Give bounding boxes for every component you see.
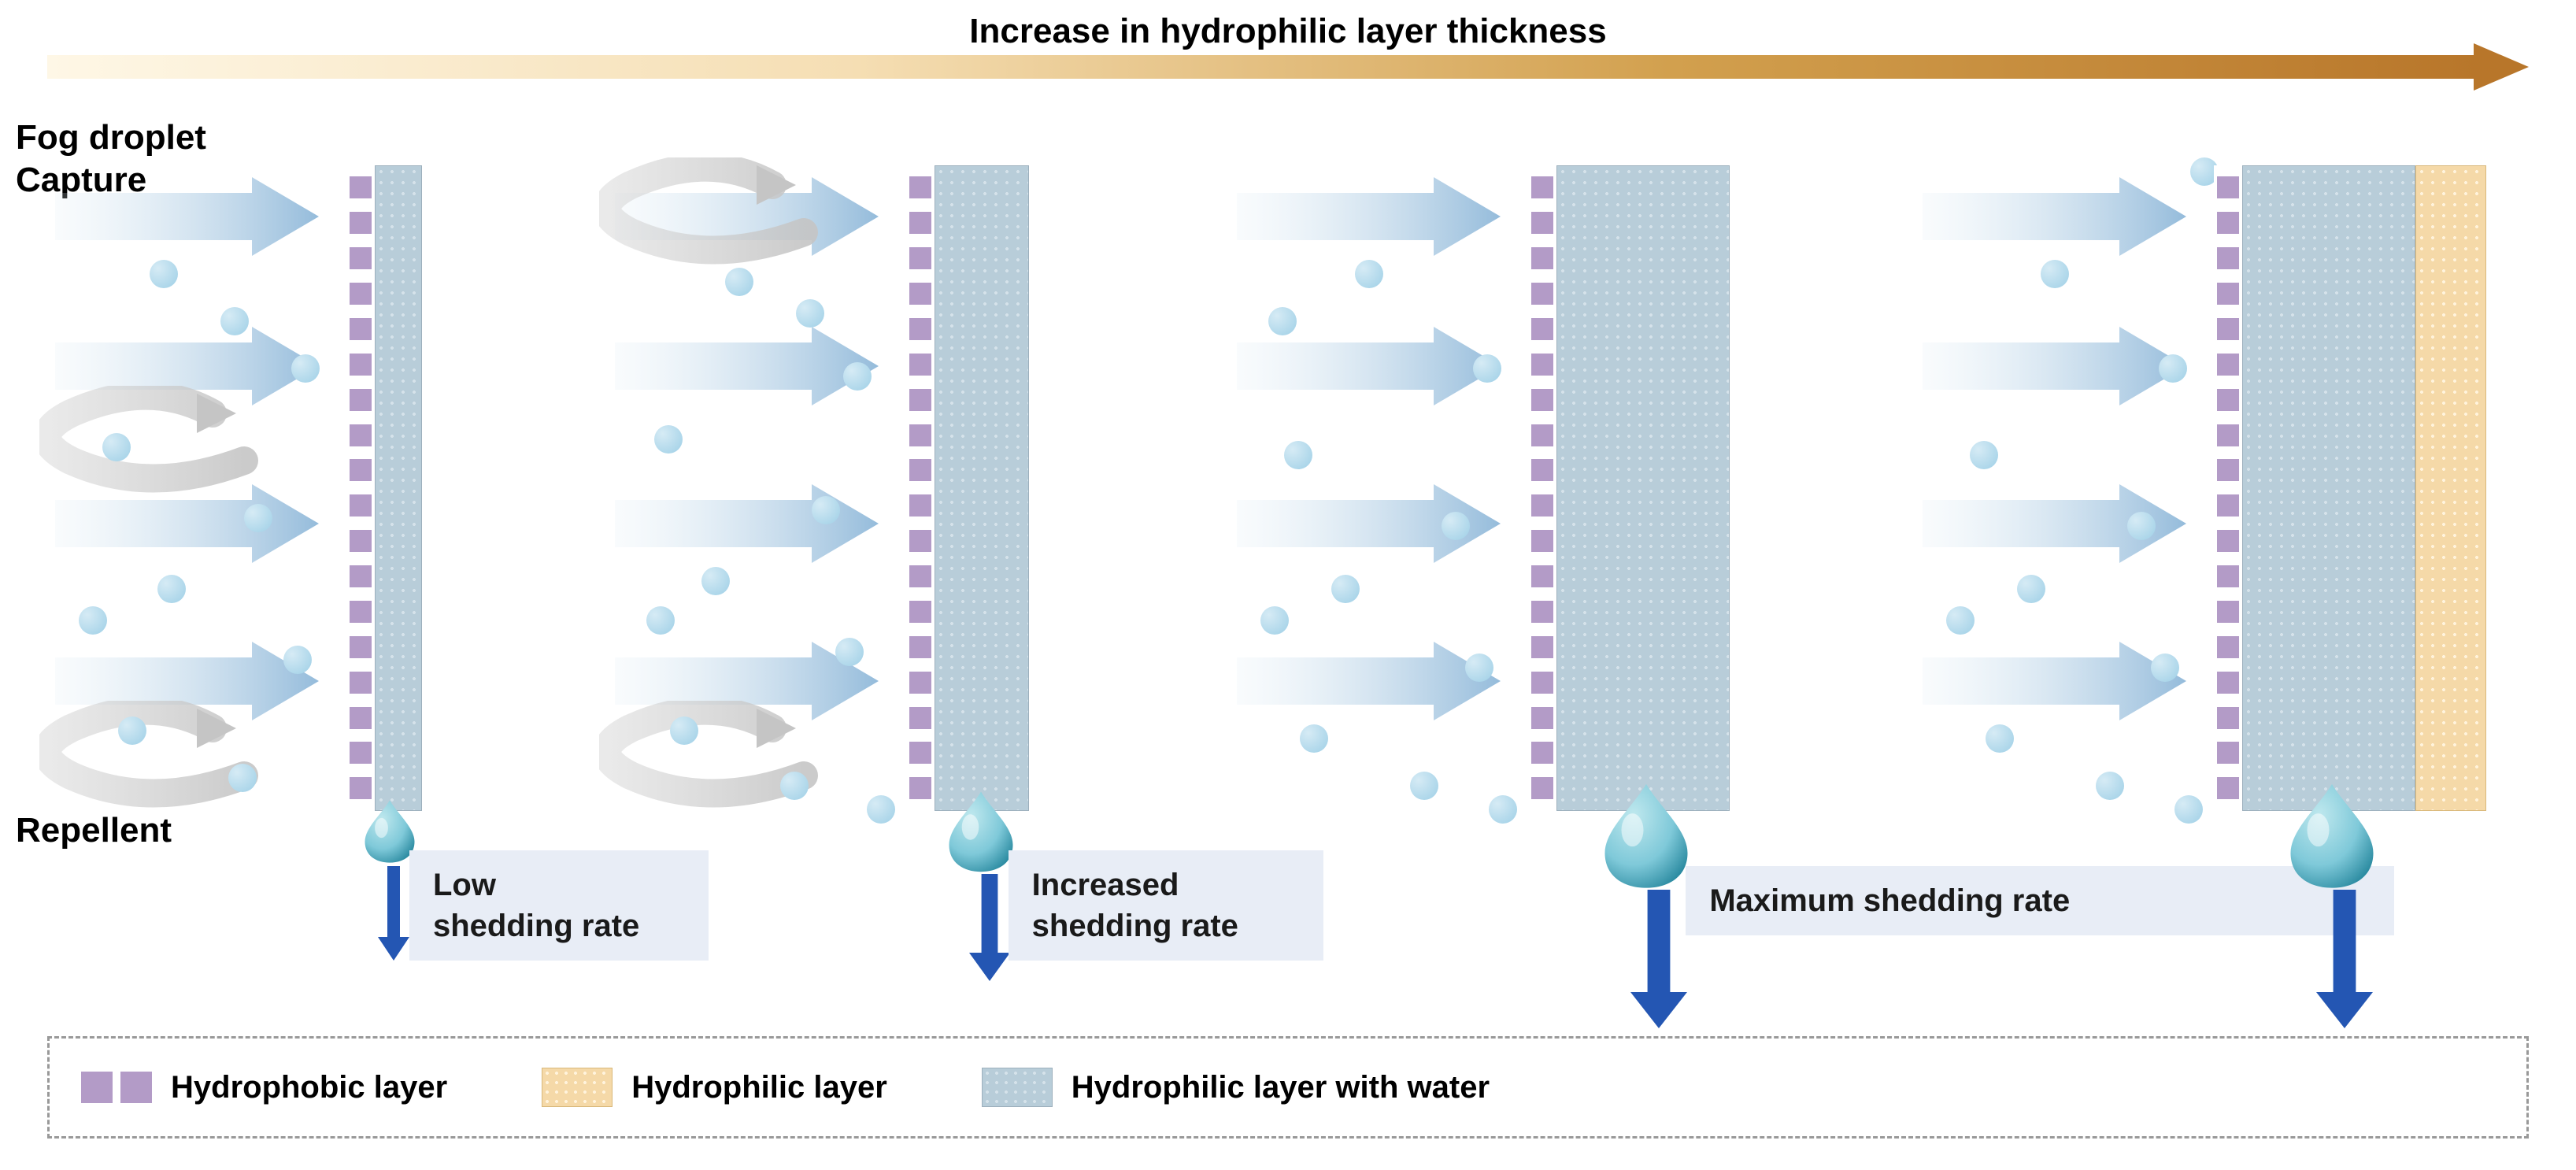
- shedding-rate-label: Increased shedding rate: [1009, 850, 1323, 961]
- shedding-arrow-icon: [378, 866, 409, 965]
- fog-droplet-icon: [2127, 512, 2156, 540]
- collected-drop-icon: [2285, 779, 2379, 890]
- fog-droplet-icon: [118, 716, 146, 745]
- thickness-arrow: Increase in hydrophilic layer thickness: [47, 16, 2529, 79]
- fog-droplet-icon: [2096, 772, 2124, 800]
- repellent-curl-icon: [599, 157, 820, 268]
- fog-droplet-icon: [1946, 606, 1975, 635]
- panel-4: [1915, 165, 2529, 811]
- fog-droplet-icon: [646, 606, 675, 635]
- fog-droplet-icon: [1300, 724, 1328, 753]
- flow-area: [47, 165, 346, 811]
- legend-box: Hydrophobic layer Hydrophilic layer Hydr…: [47, 1036, 2529, 1139]
- panel-1: Low shedding rate: [47, 165, 488, 811]
- repellent-curl-icon: [39, 386, 260, 496]
- legend-hydrophobic-text: Hydrophobic layer: [171, 1070, 447, 1105]
- hydrophilic-water-layer: [935, 165, 1029, 811]
- legend-water: Hydrophilic layer with water: [982, 1068, 1490, 1107]
- fog-droplet-icon: [1284, 441, 1312, 469]
- flow-area: [1915, 165, 2214, 811]
- hydrophobic-layer: [906, 165, 935, 811]
- water-swatch-icon: [982, 1068, 1053, 1107]
- layer-stack: [906, 165, 1029, 811]
- collected-drop-icon: [946, 787, 1016, 874]
- panel-3: Maximum shedding rate: [1229, 165, 1796, 811]
- fog-droplet-icon: [157, 575, 186, 603]
- fog-droplet-icon: [1331, 575, 1360, 603]
- flow-area: [607, 165, 906, 811]
- layer-stack: [1528, 165, 1730, 811]
- shedding-arrow-icon: [1630, 890, 1687, 1032]
- fog-droplet-icon: [2017, 575, 2045, 603]
- collected-drop-icon: [1599, 779, 1693, 890]
- hydrophobic-swatch-icon: [81, 1072, 152, 1103]
- fog-droplet-icon: [867, 795, 895, 824]
- flow-arrow-icon: [1237, 173, 1505, 260]
- panel-2: Increased shedding rate: [607, 165, 1111, 811]
- shedding-rate-label: Low shedding rate: [409, 850, 709, 961]
- gradient-arrowhead-icon: [2474, 43, 2529, 91]
- fog-droplet-icon: [1260, 606, 1289, 635]
- title-label: Increase in hydrophilic layer thickness: [969, 12, 1606, 51]
- hydrophilic-water-layer: [375, 165, 422, 811]
- flow-arrow-icon: [1923, 173, 2190, 260]
- fog-droplet-icon: [670, 716, 698, 745]
- legend-hydrophilic: Hydrophilic layer: [542, 1068, 887, 1107]
- fog-label-line1: Fog droplet: [16, 118, 206, 157]
- fog-droplet-icon: [2174, 795, 2203, 824]
- fog-droplet-icon: [150, 260, 178, 288]
- hydrophilic-swatch-icon: [542, 1068, 613, 1107]
- flow-arrow-icon: [1923, 638, 2190, 724]
- fog-droplet-icon: [102, 433, 131, 461]
- fog-droplet-icon: [843, 362, 872, 391]
- fog-droplet-icon: [2041, 260, 2069, 288]
- fog-droplet-icon: [812, 496, 840, 524]
- fog-droplet-icon: [796, 299, 824, 328]
- fog-droplet-icon: [1410, 772, 1438, 800]
- hydrophobic-layer: [1528, 165, 1556, 811]
- flow-arrow-icon: [1923, 323, 2190, 409]
- fog-droplet-icon: [244, 504, 272, 532]
- diagram-container: Increase in hydrophilic layer thickness …: [16, 16, 2560, 1154]
- panels-row: Low shedding rate: [47, 165, 2529, 811]
- shedding-arrow-icon: [2316, 890, 2373, 1032]
- fog-droplet-icon: [701, 567, 730, 595]
- hydrophilic-dry-layer: [2415, 165, 2486, 811]
- hydrophobic-layer: [346, 165, 375, 811]
- hydrophilic-water-layer: [1556, 165, 1730, 811]
- fog-droplet-icon: [2151, 653, 2179, 682]
- fog-droplet-icon: [1986, 724, 2014, 753]
- fog-droplet-icon: [835, 638, 864, 666]
- fog-droplet-icon: [1970, 441, 1998, 469]
- repellent-label: Repellent: [16, 811, 172, 850]
- flow-arrow-icon: [1237, 323, 1505, 409]
- flow-arrow-icon: [615, 480, 883, 567]
- flow-arrow-icon: [55, 173, 323, 260]
- fog-droplet-icon: [79, 606, 107, 635]
- flow-arrow-icon: [1237, 638, 1505, 724]
- fog-droplet-icon: [283, 646, 312, 674]
- layer-stack: [346, 165, 422, 811]
- fog-droplet-icon: [220, 307, 249, 335]
- gradient-bar: [47, 55, 2482, 79]
- flow-area: [1229, 165, 1528, 811]
- shedding-arrow-icon: [969, 874, 1010, 985]
- layer-stack: [2214, 165, 2486, 811]
- flow-arrow-icon: [615, 323, 883, 409]
- fog-droplet-icon: [780, 772, 809, 800]
- fog-droplet-icon: [725, 268, 753, 296]
- legend-hydrophilic-text: Hydrophilic layer: [631, 1070, 887, 1105]
- fog-droplet-icon: [291, 354, 320, 383]
- fog-droplet-icon: [1355, 260, 1383, 288]
- hydrophobic-layer: [2214, 165, 2242, 811]
- hydrophilic-water-layer: [2242, 165, 2415, 811]
- repellent-curl-icon: [39, 701, 260, 811]
- fog-droplet-icon: [2159, 354, 2187, 383]
- legend-hydrophobic: Hydrophobic layer: [81, 1070, 447, 1105]
- fog-droplet-icon: [654, 425, 683, 454]
- fog-droplet-icon: [228, 764, 257, 792]
- fog-droplet-icon: [1489, 795, 1517, 824]
- legend-water-text: Hydrophilic layer with water: [1071, 1070, 1490, 1105]
